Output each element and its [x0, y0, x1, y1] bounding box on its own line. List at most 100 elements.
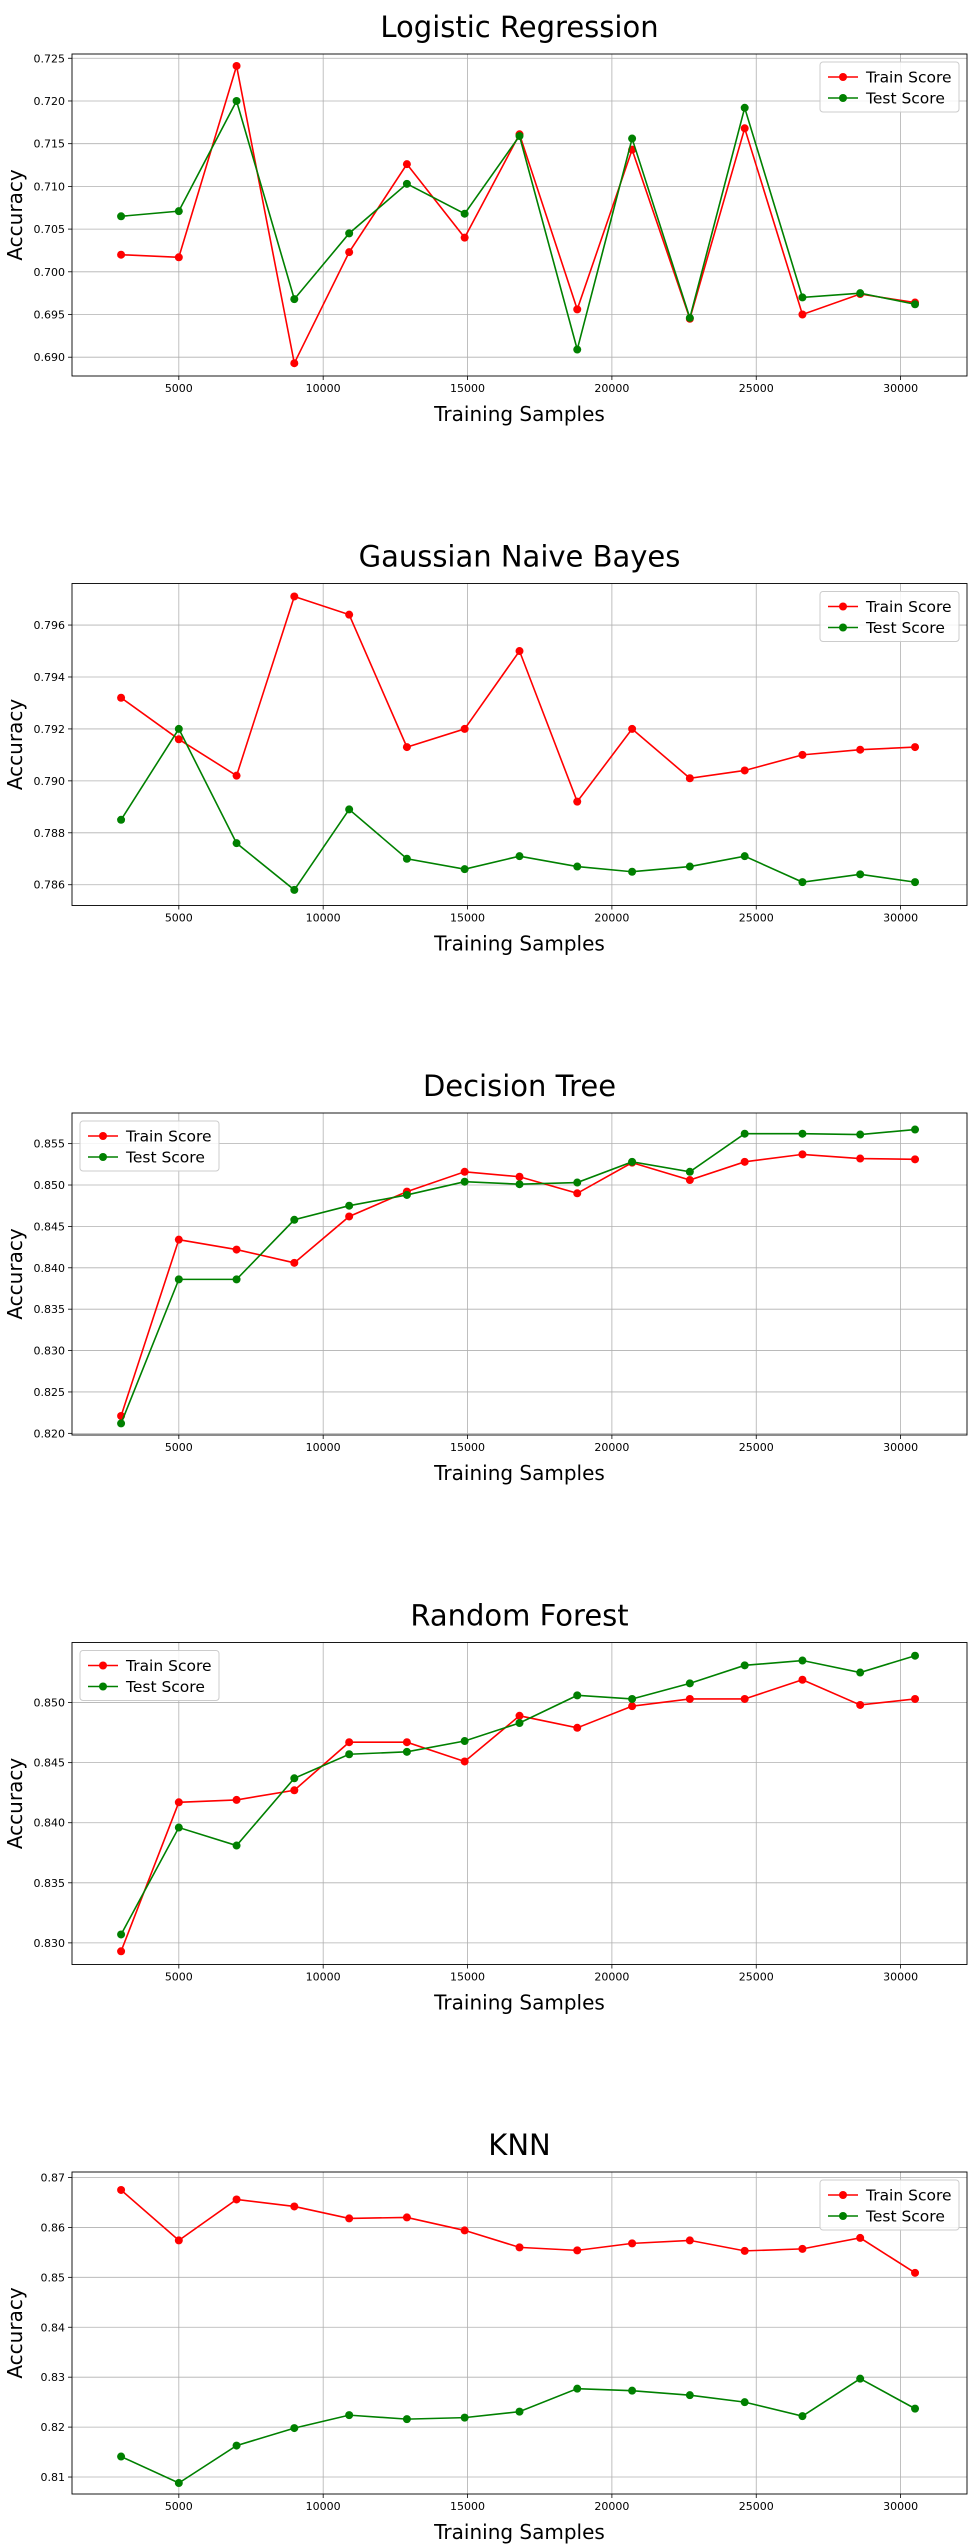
data-point-test — [117, 1419, 126, 1428]
legend-marker — [839, 2191, 847, 2199]
legend-box — [819, 591, 960, 642]
data-point-train — [290, 2202, 299, 2211]
y-tick-label: 0.720 — [34, 95, 66, 108]
data-point-train — [740, 1157, 749, 1166]
x-tick-label: 5000 — [165, 1971, 193, 1984]
chart-panel: 5000 10000 15000 20000 25000 30000 0.690 0.695 0… — [3, 10, 968, 426]
x-tick-label: 20000 — [594, 912, 629, 925]
data-point-test — [573, 862, 582, 871]
x-tick-label: 15000 — [450, 912, 485, 925]
data-point-test — [515, 2407, 524, 2416]
y-tick-label: 0.820 — [34, 1427, 66, 1440]
x-axis-label: Training Samples — [433, 2520, 605, 2544]
data-point-train — [685, 774, 694, 783]
x-tick-label: 30000 — [883, 1971, 918, 1984]
y-tick-label: 0.710 — [34, 180, 66, 193]
data-point-train — [856, 2233, 865, 2242]
data-point-train — [345, 610, 354, 619]
chart-panel: 5000 10000 15000 20000 25000 30000 0.81 0.82 0.8… — [3, 2128, 968, 2544]
data-point-test — [740, 852, 749, 861]
data-point-test — [798, 1129, 807, 1138]
data-point-test — [232, 2441, 241, 2450]
data-point-test — [174, 2479, 183, 2488]
legend: Train Score Test Score — [79, 1120, 220, 1172]
y-tick-label: 0.83 — [41, 2371, 66, 2384]
y-tick-label: 0.830 — [34, 1937, 66, 1950]
legend: Train Score Test Score — [819, 61, 960, 113]
data-point-train — [460, 1757, 469, 1766]
chart-panel: 5000 10000 15000 20000 25000 30000 0.786 0.788 0… — [3, 540, 968, 956]
series-line-train — [120, 595, 916, 804]
legend-label: Train Score — [865, 2187, 952, 2205]
data-point-train — [345, 1738, 354, 1747]
data-point-test — [290, 295, 299, 304]
x-tick-label: 15000 — [450, 382, 485, 395]
chart-panel: 5000 10000 15000 20000 25000 30000 0.820 0.825 0… — [3, 1069, 968, 1485]
legend: Train Score Test Score — [819, 591, 960, 642]
y-tick-label: 0.850 — [34, 1697, 66, 1710]
legend-box — [819, 2179, 960, 2231]
data-point-train — [232, 1245, 241, 1254]
data-point-train — [460, 724, 469, 733]
data-point-train — [798, 750, 807, 759]
legend-marker — [99, 1661, 107, 1670]
legend-label: Train Score — [125, 1128, 212, 1146]
data-point-test — [685, 1167, 694, 1176]
data-point-test — [628, 2386, 637, 2395]
legend-label: Test Score — [865, 619, 945, 637]
y-tick-label: 0.87 — [41, 2171, 66, 2184]
y-axis-label: Accuracy — [3, 169, 27, 260]
data-point-train — [798, 2244, 807, 2253]
y-tick-label: 0.825 — [34, 1386, 66, 1399]
data-point-train — [515, 647, 524, 656]
data-point-train — [573, 2246, 582, 2255]
data-point-train — [573, 1189, 582, 1198]
data-point-test — [345, 1201, 354, 1210]
data-point-train — [911, 1155, 920, 1164]
x-tick-label: 10000 — [306, 382, 341, 395]
y-tick-label: 0.796 — [34, 619, 66, 632]
data-point-test — [628, 134, 637, 143]
data-point-test — [685, 313, 694, 322]
data-point-test — [460, 865, 469, 874]
chart-title: Gaussian Naive Bayes — [359, 540, 681, 574]
x-tick-label: 25000 — [739, 912, 774, 925]
data-point-train — [740, 2246, 749, 2255]
series-line-test — [120, 1654, 916, 1935]
x-tick-label: 25000 — [739, 382, 774, 395]
data-point-test — [911, 1125, 920, 1134]
chart-title: Decision Tree — [423, 1069, 616, 1103]
legend-marker — [99, 1682, 107, 1691]
x-tick-label: 5000 — [165, 382, 193, 395]
y-tick-label: 0.725 — [34, 52, 66, 65]
data-point-train — [573, 1723, 582, 1732]
x-tick-label: 20000 — [594, 382, 629, 395]
y-tick-label: 0.700 — [34, 266, 66, 279]
legend-label: Train Score — [865, 598, 952, 616]
legend: Train Score Test Score — [819, 2179, 960, 2231]
data-point-train — [232, 2195, 241, 2204]
x-tick-label: 20000 — [594, 1971, 629, 1984]
x-tick-label: 5000 — [165, 912, 193, 925]
data-point-test — [402, 2415, 411, 2424]
data-point-train — [117, 2185, 126, 2194]
y-tick-label: 0.835 — [34, 1877, 66, 1890]
y-tick-label: 0.715 — [34, 138, 66, 151]
x-tick-label: 20000 — [594, 1441, 629, 1454]
chart-title: Random Forest — [410, 1599, 628, 1633]
data-point-train — [174, 735, 183, 744]
data-point-test — [798, 878, 807, 887]
data-point-train — [345, 2214, 354, 2223]
y-tick-label: 0.690 — [34, 351, 66, 364]
legend-box — [79, 1650, 220, 1701]
data-point-test — [117, 212, 126, 221]
data-point-train — [402, 2213, 411, 2222]
data-point-test — [117, 1930, 126, 1939]
data-point-test — [290, 885, 299, 894]
data-point-train — [798, 1675, 807, 1684]
legend-marker — [99, 1132, 107, 1140]
legend-label: Train Score — [865, 69, 952, 87]
data-point-train — [798, 310, 807, 319]
data-point-test — [345, 2411, 354, 2420]
plot-frame — [71, 2171, 968, 2495]
